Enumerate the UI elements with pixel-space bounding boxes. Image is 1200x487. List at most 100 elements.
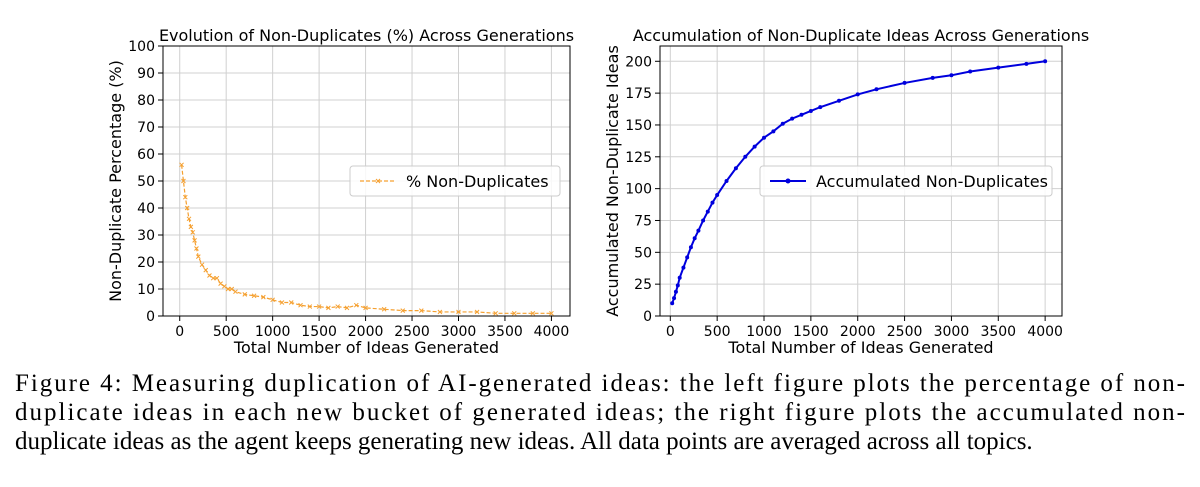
point	[279, 300, 285, 305]
x-tick-label: 2000	[840, 324, 876, 340]
point	[233, 289, 238, 295]
point	[799, 112, 804, 117]
point	[326, 305, 331, 311]
point	[261, 294, 266, 300]
point	[474, 309, 480, 315]
point	[670, 301, 675, 306]
point	[184, 205, 190, 211]
point	[316, 304, 322, 309]
point	[400, 308, 406, 313]
caption-line: duplicate ideas as the agent keeps gener…	[15, 428, 1033, 455]
caption-line: Figure 4: Measuring duplication of AI-ge…	[15, 370, 1185, 397]
point	[221, 283, 227, 289]
point	[511, 310, 517, 316]
x-tick-label: 1500	[301, 324, 337, 340]
point	[780, 121, 785, 126]
x-tick-label: 500	[704, 324, 731, 340]
point	[549, 310, 554, 316]
point	[752, 144, 757, 149]
point	[675, 283, 680, 288]
y-tick-label: 150	[625, 118, 652, 134]
x-tick-label: 3500	[980, 324, 1016, 340]
y-tick-label: 50	[634, 245, 652, 261]
point	[710, 200, 715, 205]
y-tick-label: 125	[625, 150, 652, 166]
point	[186, 216, 192, 222]
y-tick-label: 10	[137, 282, 155, 298]
chart-title: Evolution of Non-Duplicates (%) Across G…	[159, 26, 574, 45]
point	[418, 308, 424, 313]
chart-title: Accumulation of Non-Duplicate Ideas Acro…	[633, 26, 1089, 45]
x-tick-label: 4000	[534, 324, 570, 340]
point	[288, 300, 294, 305]
point	[493, 310, 499, 316]
plot-frame	[162, 45, 571, 317]
y-tick-label: 200	[625, 54, 652, 70]
point	[762, 135, 767, 140]
y-tick-label: 25	[634, 277, 652, 293]
point	[229, 286, 235, 292]
point	[242, 292, 248, 297]
legend-box	[759, 165, 1053, 197]
legend-marker	[785, 178, 791, 184]
x-tick-label: 4000	[1027, 324, 1063, 340]
point	[207, 273, 212, 278]
point	[195, 254, 201, 259]
point	[692, 236, 697, 241]
x-tick-label: 3000	[934, 324, 970, 340]
y-tick-label: 50	[137, 174, 155, 190]
point	[705, 209, 710, 214]
y-tick-label: 0	[146, 309, 155, 325]
point	[225, 286, 231, 292]
x-tick-label: 2000	[348, 324, 384, 340]
point	[353, 302, 359, 308]
point	[199, 262, 205, 268]
point	[1024, 61, 1029, 66]
y-tick-label: 60	[137, 147, 155, 163]
legend-box	[349, 165, 561, 197]
point	[733, 166, 738, 171]
point	[677, 275, 682, 280]
point	[456, 309, 461, 315]
point	[270, 297, 276, 303]
point	[1043, 59, 1048, 64]
y-tick-label: 175	[625, 86, 652, 102]
point	[203, 267, 209, 273]
y-tick-label: 100	[128, 39, 155, 55]
point	[179, 162, 184, 168]
y-axis-label: Non-Duplicate Percentage (%)	[106, 60, 125, 302]
point	[672, 296, 677, 301]
x-tick-label: 1000	[255, 324, 291, 340]
y-tick-label: 20	[137, 255, 155, 271]
point	[681, 265, 686, 270]
point	[381, 306, 387, 312]
point	[181, 178, 186, 184]
y-tick-label: 80	[137, 93, 155, 109]
x-axis-label: Total Number of Ideas Generated	[727, 338, 993, 357]
point	[363, 305, 368, 311]
x-tick-label: 0	[175, 324, 184, 340]
point	[190, 229, 196, 235]
point	[688, 245, 693, 250]
point	[344, 305, 350, 311]
legend-label: % Non-Duplicates	[406, 172, 549, 191]
point	[685, 255, 690, 260]
x-tick-label: 1500	[793, 324, 829, 340]
point	[298, 302, 303, 308]
point	[836, 98, 841, 103]
point	[696, 228, 701, 233]
point	[743, 154, 748, 159]
point	[949, 73, 954, 78]
point	[715, 193, 720, 198]
point	[808, 108, 813, 113]
point	[790, 116, 795, 121]
point	[701, 218, 706, 223]
point	[673, 289, 678, 294]
point	[771, 129, 776, 134]
y-tick-label: 100	[625, 182, 652, 198]
y-tick-label: 75	[634, 213, 652, 229]
x-tick-label: 2500	[394, 324, 430, 340]
legend-label: Accumulated Non-Duplicates	[816, 172, 1048, 191]
point	[996, 65, 1001, 70]
